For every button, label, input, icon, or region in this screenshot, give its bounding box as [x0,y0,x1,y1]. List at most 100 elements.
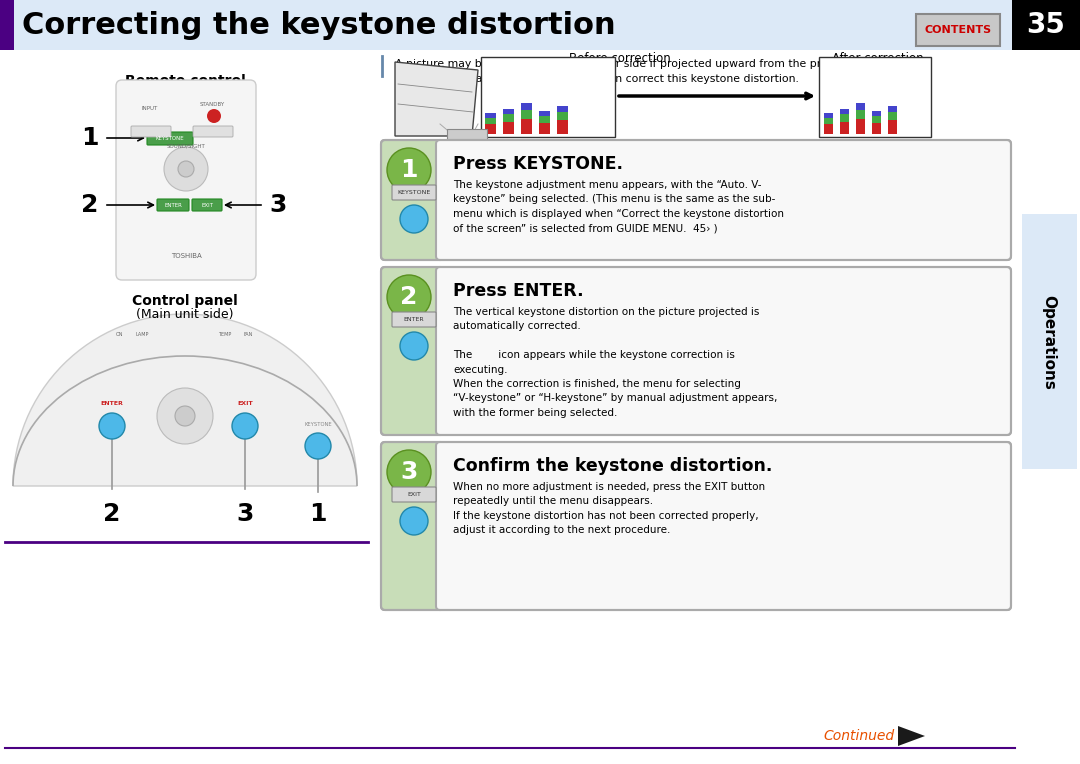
Text: Operations: Operations [1041,295,1056,390]
Bar [872,123,880,134]
Text: Before correction: Before correction [569,52,671,65]
Bar [485,113,496,118]
Text: ON: ON [117,332,124,336]
Circle shape [305,433,330,459]
Circle shape [178,161,194,177]
Bar [839,122,849,134]
Text: FAN: FAN [243,332,253,336]
Bar [485,124,496,134]
FancyBboxPatch shape [392,185,436,200]
Text: 1: 1 [309,502,327,526]
Bar [502,108,513,114]
Circle shape [387,275,431,319]
Text: (Main unit side): (Main unit side) [136,308,233,321]
Text: A picture may be expanded on the upper side if projected upward from the project: A picture may be expanded on the upper s… [395,59,890,84]
Circle shape [232,413,258,439]
Bar [556,120,567,134]
Text: Confirm the keystone distortion.: Confirm the keystone distortion. [453,457,772,475]
Text: KEYSTONE: KEYSTONE [305,422,332,426]
Text: The keystone adjustment menu appears, with the “Auto. V-
keystone” being selecte: The keystone adjustment menu appears, wi… [453,180,784,233]
Text: EXIT: EXIT [238,400,253,406]
Text: The vertical keystone distortion on the picture projected is
automatically corre: The vertical keystone distortion on the … [453,307,778,418]
Text: CONTENTS: CONTENTS [924,25,991,35]
Wedge shape [13,314,357,486]
Bar [539,116,550,123]
Text: KEYSTONE: KEYSTONE [397,190,431,195]
Text: EXIT: EXIT [201,202,213,208]
Text: TOSHIBA: TOSHIBA [171,253,201,259]
Bar [839,114,849,122]
Bar [521,110,531,118]
FancyBboxPatch shape [447,129,487,147]
Bar [872,116,880,123]
Text: 35: 35 [1027,11,1066,39]
Bar [502,122,513,134]
Circle shape [157,388,213,444]
Text: L-CLICK: L-CLICK [141,127,162,131]
Circle shape [400,332,428,360]
Text: Control panel: Control panel [132,294,238,308]
Bar [556,112,567,120]
Bar [521,118,531,134]
Text: 1: 1 [81,126,98,150]
Bar [888,120,896,134]
FancyBboxPatch shape [381,140,444,260]
Circle shape [175,406,195,426]
Text: 3: 3 [269,193,286,217]
Bar [855,118,864,134]
FancyBboxPatch shape [116,80,256,280]
Text: EXIT: EXIT [407,492,421,497]
FancyBboxPatch shape [392,312,436,327]
Bar [824,113,833,118]
Bar [888,106,896,112]
FancyBboxPatch shape [192,199,222,211]
Text: 2: 2 [81,193,98,217]
FancyBboxPatch shape [0,0,1080,50]
Text: Remote control: Remote control [124,74,245,88]
Bar [855,110,864,118]
Circle shape [99,413,125,439]
FancyBboxPatch shape [819,57,931,137]
FancyBboxPatch shape [147,132,193,145]
Text: STANDBY: STANDBY [200,102,225,106]
Text: When no more adjustment is needed, press the EXIT button
repeatedly until the me: When no more adjustment is needed, press… [453,482,765,536]
Text: INPUT: INPUT [141,105,158,111]
Bar [521,103,531,110]
Circle shape [400,507,428,535]
Circle shape [207,109,221,123]
Bar [485,118,496,124]
Bar [502,114,513,122]
Bar [824,124,833,134]
Circle shape [164,147,208,191]
FancyBboxPatch shape [157,199,189,211]
Text: Press ENTER.: Press ENTER. [453,282,583,300]
Text: R-CLICK: R-CLICK [203,127,225,131]
Text: 1: 1 [401,158,418,182]
Text: 2: 2 [401,285,418,309]
FancyBboxPatch shape [381,442,444,610]
FancyBboxPatch shape [392,487,436,502]
Circle shape [387,450,431,494]
Text: ENTER: ENTER [164,202,181,208]
Text: 3: 3 [237,502,254,526]
Text: TEMP: TEMP [218,332,231,336]
Bar [872,111,880,116]
Bar [824,118,833,124]
FancyBboxPatch shape [916,14,1000,46]
Text: ENTER: ENTER [100,400,123,406]
Text: 2: 2 [104,502,121,526]
Text: 3: 3 [401,460,418,484]
Bar [888,112,896,120]
FancyBboxPatch shape [436,442,1011,610]
Circle shape [400,205,428,233]
FancyBboxPatch shape [0,0,14,50]
Bar [539,111,550,116]
FancyBboxPatch shape [131,126,171,137]
Bar [539,123,550,134]
FancyBboxPatch shape [481,57,615,137]
FancyBboxPatch shape [1022,214,1077,469]
FancyBboxPatch shape [436,267,1011,435]
FancyBboxPatch shape [381,267,444,435]
Polygon shape [395,62,478,136]
FancyBboxPatch shape [1012,0,1080,50]
